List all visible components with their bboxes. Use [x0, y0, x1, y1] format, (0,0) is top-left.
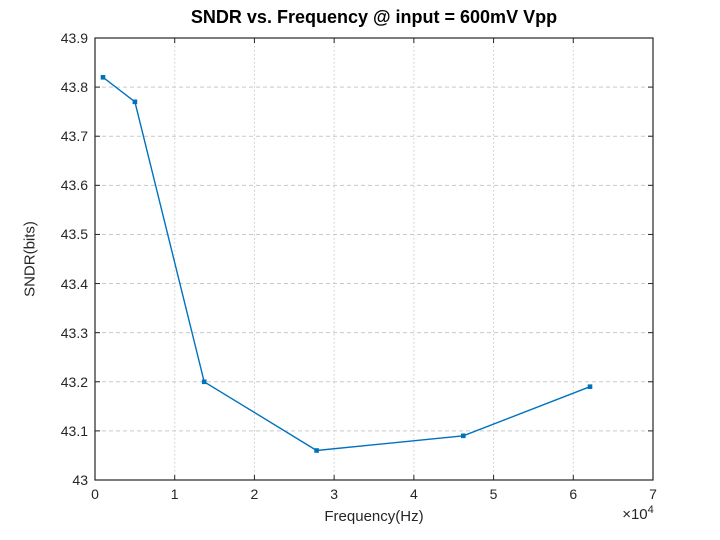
y-tick-label: 43.6 — [60, 177, 88, 194]
data-point-marker — [201, 379, 207, 385]
x-tick-label: 4 — [409, 486, 418, 502]
y-tick-label: 43.9 — [60, 30, 88, 46]
x-tick-label: 0 — [91, 486, 99, 502]
data-point-marker — [461, 433, 466, 439]
x-axis-label: Frequency(Hz) — [324, 508, 424, 525]
data-point-marker — [100, 75, 106, 80]
x-tick-label: 6 — [569, 486, 578, 502]
axes-box — [94, 37, 654, 481]
x-multiplier-exponent: 4 — [647, 504, 654, 516]
chart-title: SNDR vs. Frequency @ input = 600mV Vpp — [190, 7, 558, 27]
data-point-marker — [132, 99, 138, 105]
data-point-marker — [587, 384, 593, 389]
y-tick-label: 43 — [72, 472, 88, 488]
y-axis-label: SNDR(bits) — [21, 221, 39, 297]
data-point-marker — [314, 448, 319, 453]
y-tick-label: 43.8 — [60, 79, 88, 96]
y-tick-label: 43.1 — [60, 422, 88, 439]
y-tick-label: 43.7 — [60, 128, 88, 145]
x-axis-multiplier: ×104 — [608, 504, 668, 523]
x-tick-label: 7 — [649, 486, 657, 502]
y-tick-label: 43.4 — [60, 275, 88, 292]
x-multiplier-base: ×10 — [622, 506, 648, 523]
y-tick-label: 43.3 — [60, 324, 88, 341]
x-tick-label: 1 — [170, 486, 179, 502]
x-tick-label: 5 — [489, 486, 498, 502]
series-line-sndr — [102, 76, 591, 452]
x-tick-label: 3 — [330, 486, 339, 502]
y-tick-label: 43.5 — [60, 226, 88, 243]
x-tick-label: 2 — [250, 486, 259, 502]
y-tick-label: 43.2 — [60, 373, 88, 390]
